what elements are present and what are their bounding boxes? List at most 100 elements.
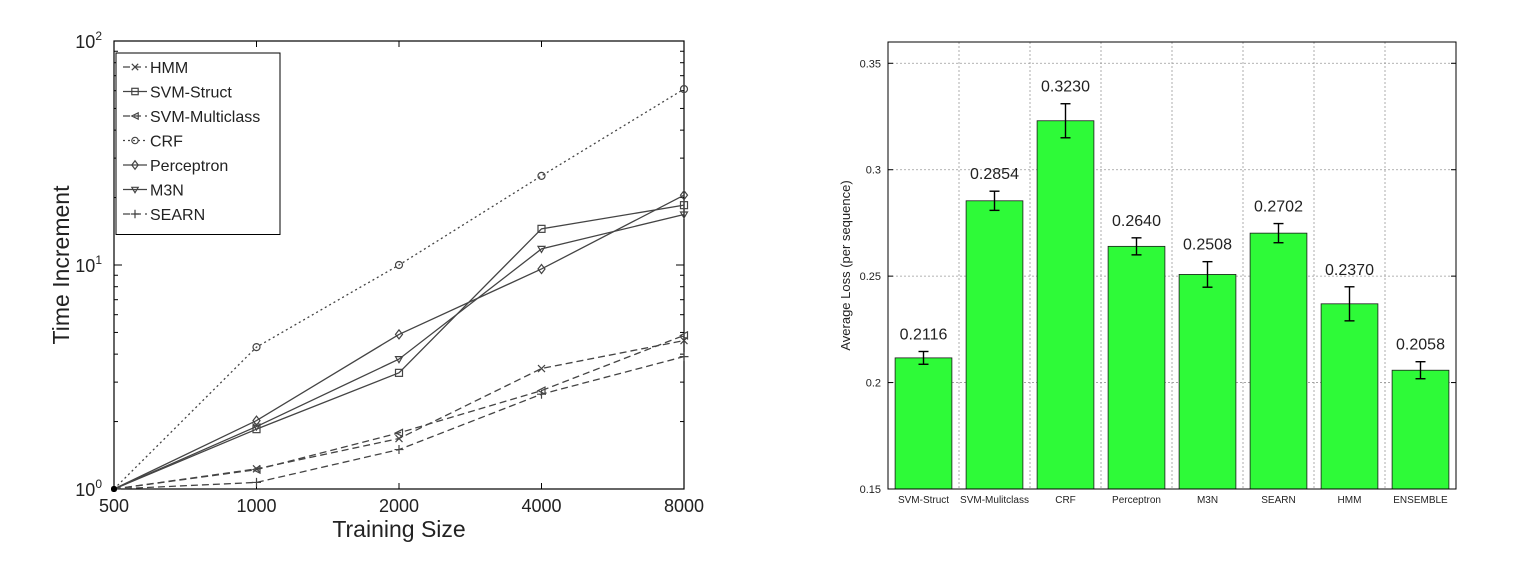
data-point	[130, 186, 140, 194]
bar-value-label: 0.2116	[900, 326, 948, 343]
bar-value-label: 0.3230	[1041, 79, 1090, 96]
legend-item: HMM	[123, 60, 188, 77]
bar	[1036, 120, 1095, 490]
bar-value-label: 0.2058	[1396, 337, 1445, 354]
bar-value-label: 0.2640	[1112, 213, 1161, 230]
legend-label: SVM-Multiclass	[150, 109, 260, 126]
bar-group: 0.2854	[965, 166, 1024, 490]
y-axis-label: Time Increment	[48, 185, 74, 345]
data-point	[537, 389, 546, 399]
bar-group: 0.3230	[1036, 79, 1095, 490]
series-line	[113, 194, 685, 490]
data-point	[252, 343, 261, 352]
bar-group: 0.2640	[1107, 213, 1166, 490]
x-tick-label: Perceptron	[1112, 495, 1161, 506]
bar-group: 0.2702	[1249, 199, 1308, 490]
bar-group: 0.2370	[1320, 262, 1379, 490]
legend-item: CRF	[123, 134, 183, 151]
data-point	[131, 136, 139, 145]
data-point	[536, 245, 547, 254]
data-point	[131, 63, 139, 71]
legend-label: Perceptron	[150, 158, 228, 175]
y-tick-label: 0.35	[860, 58, 881, 70]
series-searn	[111, 352, 689, 492]
data-point	[394, 368, 404, 377]
y-tick-label: 101	[75, 253, 102, 276]
x-tick-label: SEARN	[1261, 495, 1295, 506]
bar-group: 0.2508	[1178, 237, 1237, 490]
legend-label: CRF	[150, 134, 183, 151]
legend-item: M3N	[123, 183, 184, 200]
time-increment-chart: 500 1000 2000 4000 8000 Training Size 100 101 10…	[48, 29, 704, 542]
data-point	[394, 428, 404, 438]
bar	[1320, 303, 1379, 490]
x-tick-label: 1000	[236, 496, 276, 516]
legend-box	[115, 52, 281, 235]
x-tick-label: 500	[99, 496, 129, 516]
data-point	[251, 465, 261, 475]
data-point	[394, 445, 404, 455]
series-line	[113, 204, 685, 490]
legend-label: SVM-Struct	[150, 85, 232, 102]
y-axis-label: Average Loss (per sequence)	[838, 180, 853, 350]
data-point	[394, 328, 404, 340]
data-point	[537, 224, 546, 233]
x-tick-label: 8000	[664, 496, 704, 516]
y-tick-label: 102	[75, 29, 102, 52]
data-point	[537, 364, 546, 373]
average-loss-chart: 0.2116 SVM-Struct 0.2854 SVM-Mulitclass 0.32…	[838, 41, 1457, 506]
series-line	[113, 334, 685, 490]
bar-value-label: 0.2702	[1254, 199, 1303, 216]
legend-item: Perceptron	[123, 158, 228, 175]
plot-frame	[887, 41, 1457, 490]
legend-item: SEARN	[123, 207, 205, 224]
bar	[1178, 274, 1237, 490]
y-tick-label: 0.2	[866, 378, 881, 390]
legend-label: HMM	[150, 60, 188, 77]
x-axis-label: Training Size	[332, 516, 465, 542]
series-line	[113, 213, 685, 490]
x-tick-label: ENSEMBLE	[1393, 495, 1448, 506]
bar	[965, 200, 1024, 490]
bar-value-label: 0.2370	[1325, 262, 1374, 279]
x-tick-label: HMM	[1338, 495, 1362, 506]
y-tick-label: 0.3	[866, 165, 881, 177]
data-point	[252, 415, 261, 427]
bar-group: 0.2058	[1391, 337, 1450, 490]
series-line	[113, 88, 685, 490]
bar	[1107, 245, 1166, 490]
bar-value-label: 0.2508	[1183, 237, 1232, 254]
series-hmm	[111, 336, 688, 492]
legend-label: SEARN	[150, 207, 205, 224]
data-point	[252, 477, 261, 487]
legend: HMM SVM-Struct SVM-Multiclass CRF Perceptron…	[115, 52, 281, 235]
data-point	[679, 352, 689, 362]
series-svm-multiclass	[111, 330, 689, 492]
data-point	[130, 209, 140, 219]
x-tick-label: 2000	[379, 496, 419, 516]
data-point	[537, 171, 546, 180]
data-point	[679, 330, 689, 340]
data-point	[537, 263, 546, 275]
bar	[1249, 232, 1308, 490]
data-point	[679, 84, 689, 94]
legend-item: SVM-Multiclass	[123, 109, 260, 126]
data-point	[679, 189, 689, 201]
y-tick-label: 0.15	[860, 484, 881, 496]
y-tick-label: 100	[75, 477, 102, 500]
bar	[894, 357, 953, 490]
bar-group: 0.2116	[894, 326, 953, 490]
x-tick-label: M3N	[1197, 495, 1218, 506]
data-point	[679, 201, 689, 210]
data-point	[131, 159, 139, 171]
y-tick-label: 0.25	[860, 271, 881, 283]
data-point	[679, 211, 689, 220]
data-point	[394, 356, 404, 364]
data-point	[251, 423, 262, 432]
data-point	[394, 260, 404, 270]
bar	[1391, 369, 1450, 490]
x-tick-label: SVM-Struct	[898, 495, 949, 506]
data-point	[131, 87, 139, 96]
x-tick-label: CRF	[1055, 495, 1076, 506]
